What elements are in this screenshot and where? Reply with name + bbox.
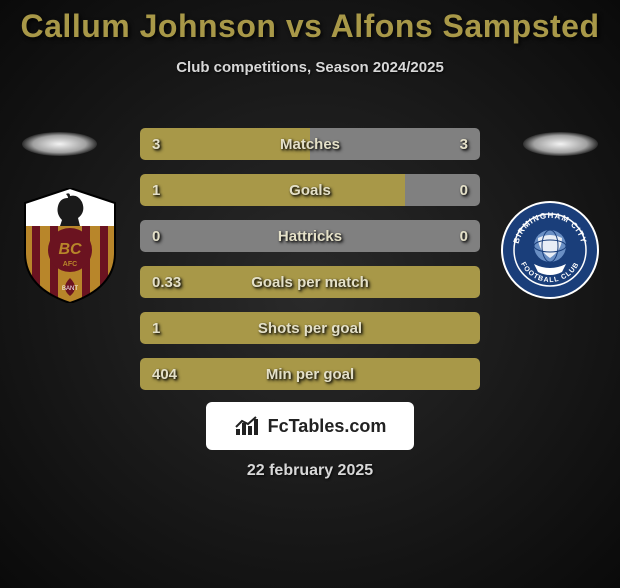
footer-logo-text: FcTables.com [268, 416, 387, 437]
stat-label: Matches [140, 128, 480, 160]
stat-row: 1Shots per goal [140, 312, 480, 344]
svg-text:BC: BC [58, 241, 82, 258]
stats-container: 33Matches 10Goals 00Hattricks 0.33Goals per… [140, 128, 480, 404]
svg-text:BANT: BANT [62, 286, 78, 292]
stat-label: Goals [140, 174, 480, 206]
page-title: Callum Johnson vs Alfons Sampsted [0, 8, 620, 45]
stat-row: 00Hattricks [140, 220, 480, 252]
stat-row: 10Goals [140, 174, 480, 206]
club-badge-right: BIRMINGHAM CITY FOOTBALL CLUB [500, 188, 600, 303]
spotlight-right [523, 132, 598, 156]
svg-text:AFC: AFC [63, 261, 77, 268]
stat-label: Goals per match [140, 266, 480, 298]
footer-logo: FcTables.com [206, 402, 414, 450]
spotlight-left [22, 132, 97, 156]
stat-label: Shots per goal [140, 312, 480, 344]
subtitle: Club competitions, Season 2024/2025 [0, 59, 620, 76]
date-text: 22 february 2025 [0, 462, 620, 480]
stat-label: Hattricks [140, 220, 480, 252]
chart-icon [234, 415, 262, 437]
stat-row: 404Min per goal [140, 358, 480, 390]
stat-row: 33Matches [140, 128, 480, 160]
club-badge-left: BC AFC BANT [20, 188, 120, 303]
stat-row: 0.33Goals per match [140, 266, 480, 298]
stat-label: Min per goal [140, 358, 480, 390]
